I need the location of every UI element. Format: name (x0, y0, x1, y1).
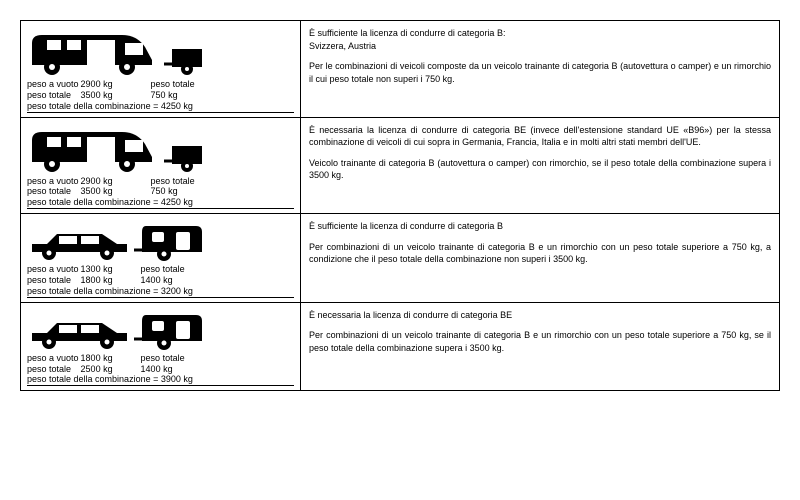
label-total: peso totale (151, 79, 197, 90)
vehicle-cell: peso a vuoto1300 kgpeso totalepeso total… (21, 214, 301, 302)
label-total: peso totale (141, 353, 187, 364)
weight-grid: peso a vuoto1800 kgpeso totale peso total… (27, 353, 294, 375)
motorhome-icon (27, 25, 162, 77)
description-cell: È necessaria la licenza di condurre di c… (301, 118, 779, 214)
table-row: peso a vuoto2900 kgpeso totalepeso total… (20, 118, 780, 215)
vehicle-total: 3500 kg (81, 90, 151, 101)
combo-total: peso totale della combinazione = 4250 kg (27, 197, 294, 209)
caravan-icon (134, 218, 209, 262)
label-total: peso totale (141, 264, 187, 275)
license-table: peso a vuoto2900 kgpeso totalepeso total… (20, 20, 780, 391)
description-cell: È sufficiente la licenza di condurre di … (301, 21, 779, 117)
trailer-total: 750 kg (151, 90, 197, 101)
text-line-1: È sufficiente la licenza di condurre di … (309, 27, 771, 40)
label-empty: peso a vuoto (27, 79, 81, 90)
label-empty: peso a vuoto (27, 176, 81, 187)
vehicle-cell: peso a vuoto1800 kgpeso totalepeso total… (21, 303, 301, 391)
combo-total: peso totale della combinazione = 4250 kg (27, 101, 294, 113)
vehicle-empty: 2900 kg (81, 176, 151, 187)
table-row: peso a vuoto2900 kgpeso totalepeso total… (20, 20, 780, 118)
label-total: peso totale (27, 186, 81, 197)
text-line-2: Svizzera, Austria (309, 40, 771, 53)
caravan-icon (134, 307, 209, 351)
weight-grid: peso a vuoto2900 kgpeso totale peso total… (27, 176, 294, 198)
text-line-3: Per combinazioni di un veicolo trainante… (309, 241, 771, 266)
vehicle-empty: 2900 kg (81, 79, 151, 90)
motorhome-icon (27, 122, 162, 174)
vehicle-total: 2500 kg (81, 364, 141, 375)
label-empty: peso a vuoto (27, 353, 81, 364)
description-cell: È necessaria la licenza di condurre di c… (301, 303, 779, 391)
text-line-3: Veicolo trainante di categoria B (autove… (309, 157, 771, 182)
vehicle-total: 3500 kg (81, 186, 151, 197)
text-line-1: È sufficiente la licenza di condurre di … (309, 220, 771, 233)
label-total: peso totale (151, 176, 197, 187)
table-row: peso a vuoto1800 kgpeso totalepeso total… (20, 303, 780, 392)
combo-total: peso totale della combinazione = 3900 kg (27, 374, 294, 386)
label-empty: peso a vuoto (27, 264, 81, 275)
small-trailer-icon (164, 37, 209, 77)
trailer-total: 1400 kg (141, 364, 187, 375)
text-line-1: È necessaria la licenza di condurre di c… (309, 309, 771, 322)
vehicle-empty: 1800 kg (81, 353, 141, 364)
label-total: peso totale (27, 364, 81, 375)
car-icon (27, 311, 132, 351)
text-line-3: Per le combinazioni di veicoli composte … (309, 60, 771, 85)
label-total: peso totale (27, 90, 81, 101)
trailer-total: 1400 kg (141, 275, 187, 286)
label-total: peso totale (27, 275, 81, 286)
text-line-1: È necessaria la licenza di condurre di c… (309, 124, 771, 149)
description-cell: È sufficiente la licenza di condurre di … (301, 214, 779, 302)
text-line-3: Per combinazioni di un veicolo trainante… (309, 329, 771, 354)
vehicle-cell: peso a vuoto2900 kgpeso totalepeso total… (21, 21, 301, 117)
vehicle-cell: peso a vuoto2900 kgpeso totalepeso total… (21, 118, 301, 214)
table-row: peso a vuoto1300 kgpeso totalepeso total… (20, 214, 780, 303)
weight-grid: peso a vuoto2900 kgpeso totale peso total… (27, 79, 294, 101)
weight-grid: peso a vuoto1300 kgpeso totale peso total… (27, 264, 294, 286)
car-icon (27, 222, 132, 262)
trailer-total: 750 kg (151, 186, 197, 197)
small-trailer-icon (164, 134, 209, 174)
vehicle-total: 1800 kg (81, 275, 141, 286)
vehicle-empty: 1300 kg (81, 264, 141, 275)
combo-total: peso totale della combinazione = 3200 kg (27, 286, 294, 298)
